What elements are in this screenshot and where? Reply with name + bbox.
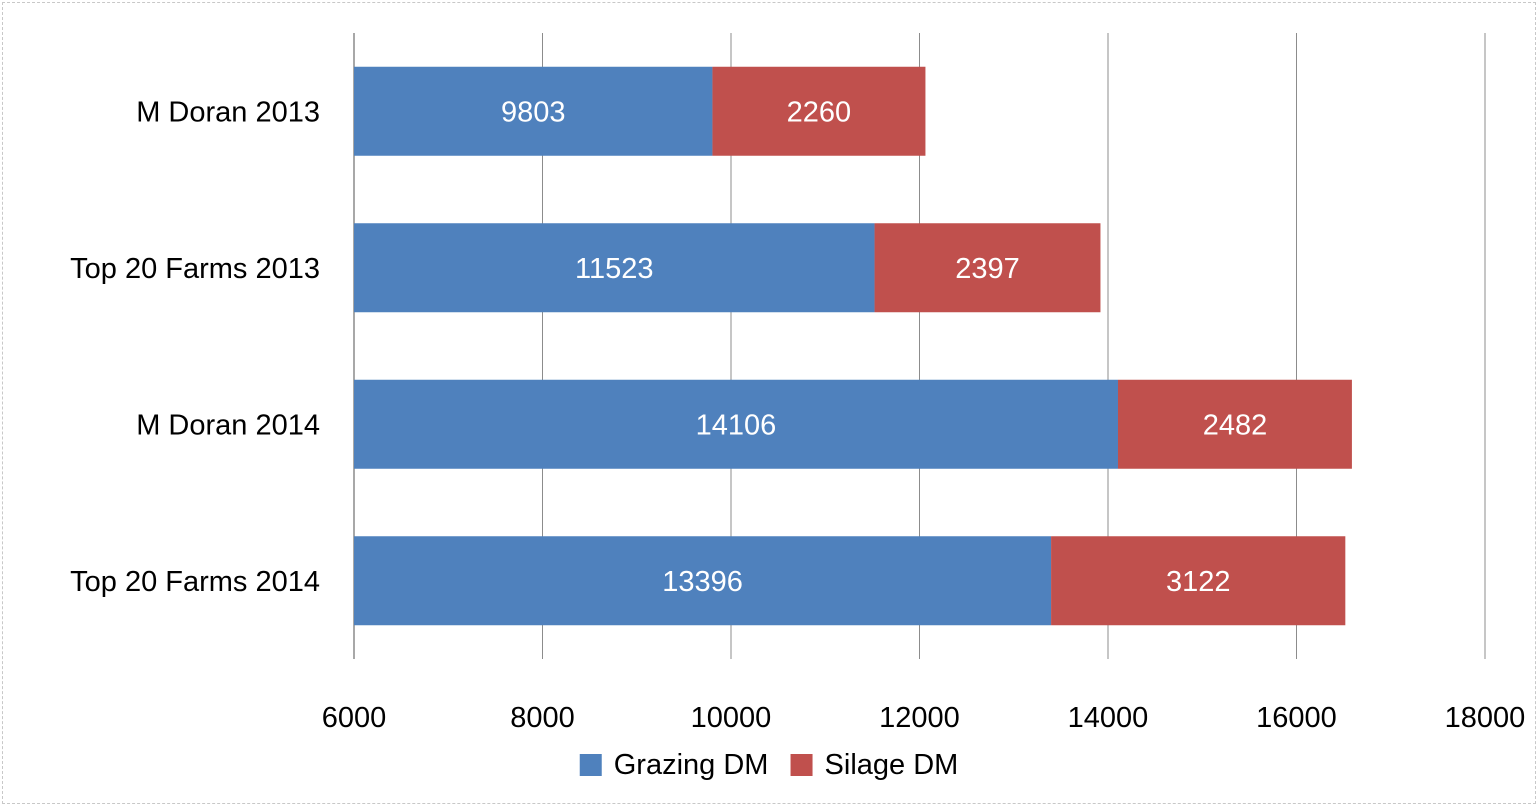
category-label: Top 20 Farms 2013 [70,253,320,285]
bar-grazing-dm [354,536,1052,626]
x-tick-label: 18000 [1445,702,1526,734]
legend-swatch [579,754,602,776]
x-tick-label: 8000 [510,702,575,734]
x-tick-label: 6000 [322,702,387,734]
data-label: 9803 [501,96,566,128]
bar-grazing-dm [354,379,1118,469]
x-tick-label: 14000 [1068,702,1149,734]
data-label: 2397 [955,253,1020,285]
category-label: Top 20 Farms 2014 [70,566,320,598]
data-label: 3122 [1166,566,1231,598]
legend: Grazing DM Silage DM [579,749,959,781]
data-label: 2482 [1203,409,1268,441]
bars [354,66,1352,626]
x-tick-labels: 6000 8000 10000 12000 14000 16000 18000 [322,702,1526,734]
legend-entry: Grazing DM [614,749,769,781]
data-label: 13396 [662,566,743,598]
data-label: 11523 [575,253,654,285]
category-label: M Doran 2013 [136,96,320,128]
x-tick-label: 12000 [879,702,960,734]
category-label: M Doran 2014 [136,409,320,441]
bar-silage-dm [1117,379,1352,469]
data-label: 14106 [696,409,777,441]
data-label: 2260 [787,96,852,128]
x-tick-label: 16000 [1256,702,1337,734]
legend-entry: Silage DM [825,749,959,781]
bar-silage-dm [874,223,1101,313]
bar-grazing-dm [354,66,713,156]
legend-swatch [790,754,813,776]
bar-silage-dm [712,66,926,156]
data-labels: 9803 2260 11523 2397 14106 2482 13396 3122 [501,96,1267,598]
category-labels: M Doran 2013 Top 20 Farms 2013 M Doran 201… [70,96,320,598]
bar-silage-dm [1051,536,1346,626]
bar-grazing-dm [354,223,875,313]
x-tick-label: 10000 [691,702,772,734]
